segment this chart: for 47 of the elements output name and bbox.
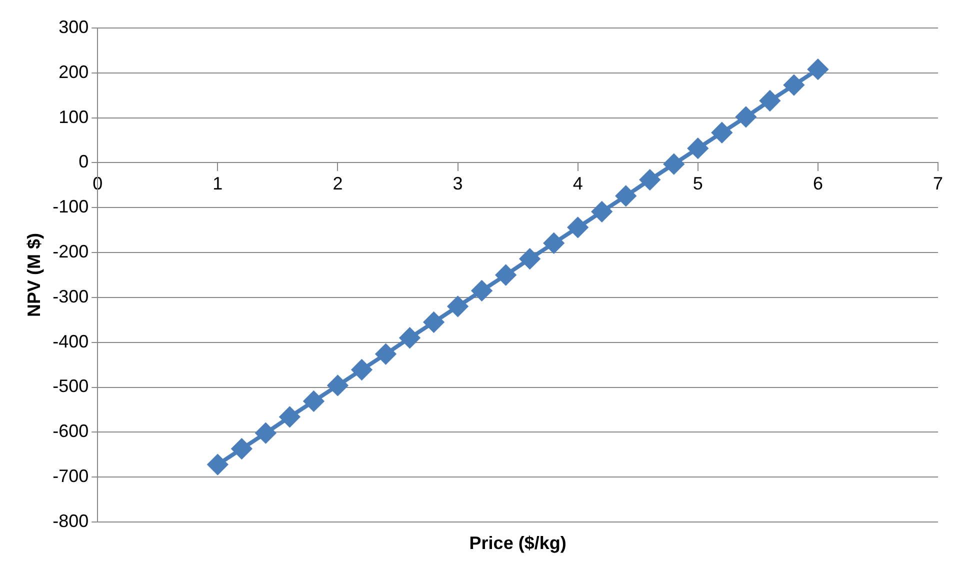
point	[376, 344, 396, 364]
y-axis-title: NPV (M $)	[24, 232, 44, 318]
y-tick-label: 300	[58, 16, 89, 37]
point	[304, 391, 324, 412]
point	[640, 170, 660, 190]
x-tick-label: 2	[332, 173, 343, 194]
point	[232, 438, 252, 459]
point	[712, 122, 732, 143]
y-tick-label: 100	[58, 106, 89, 127]
point	[496, 265, 516, 285]
y-tick-label: -200	[52, 242, 89, 262]
point	[472, 280, 492, 301]
y-tick-label: -100	[52, 196, 89, 217]
y-tick-label: -800	[52, 510, 89, 531]
point	[280, 406, 300, 427]
point	[208, 454, 228, 475]
point	[352, 360, 372, 380]
y-tick-label: -400	[52, 331, 89, 352]
point	[400, 328, 420, 348]
point	[448, 296, 468, 316]
y-tick-label: -600	[52, 421, 89, 442]
point	[520, 248, 540, 269]
y-tick-label: -700	[52, 466, 89, 486]
point	[544, 233, 564, 254]
x-axis-title: Price ($/kg)	[469, 532, 566, 553]
y-tick-label: 0	[78, 152, 89, 172]
point	[760, 90, 780, 111]
point	[592, 202, 612, 222]
point	[808, 59, 828, 80]
point	[328, 375, 348, 396]
point	[616, 186, 636, 206]
x-tick-label: 4	[572, 173, 583, 194]
point	[736, 106, 756, 127]
x-tick-label: 1	[212, 173, 223, 194]
point	[664, 154, 684, 174]
point	[568, 217, 588, 238]
point	[424, 312, 444, 332]
x-tick-label: 7	[932, 173, 944, 194]
point	[784, 75, 804, 96]
y-tick-label: -300	[52, 286, 89, 306]
point	[688, 138, 708, 158]
y-tick-label: -500	[52, 376, 89, 396]
point	[256, 423, 276, 444]
x-tick-label: 5	[692, 173, 703, 194]
x-tick-label: 6	[812, 173, 823, 194]
y-tick-label: 200	[58, 62, 89, 82]
x-tick-label: 3	[452, 173, 463, 194]
